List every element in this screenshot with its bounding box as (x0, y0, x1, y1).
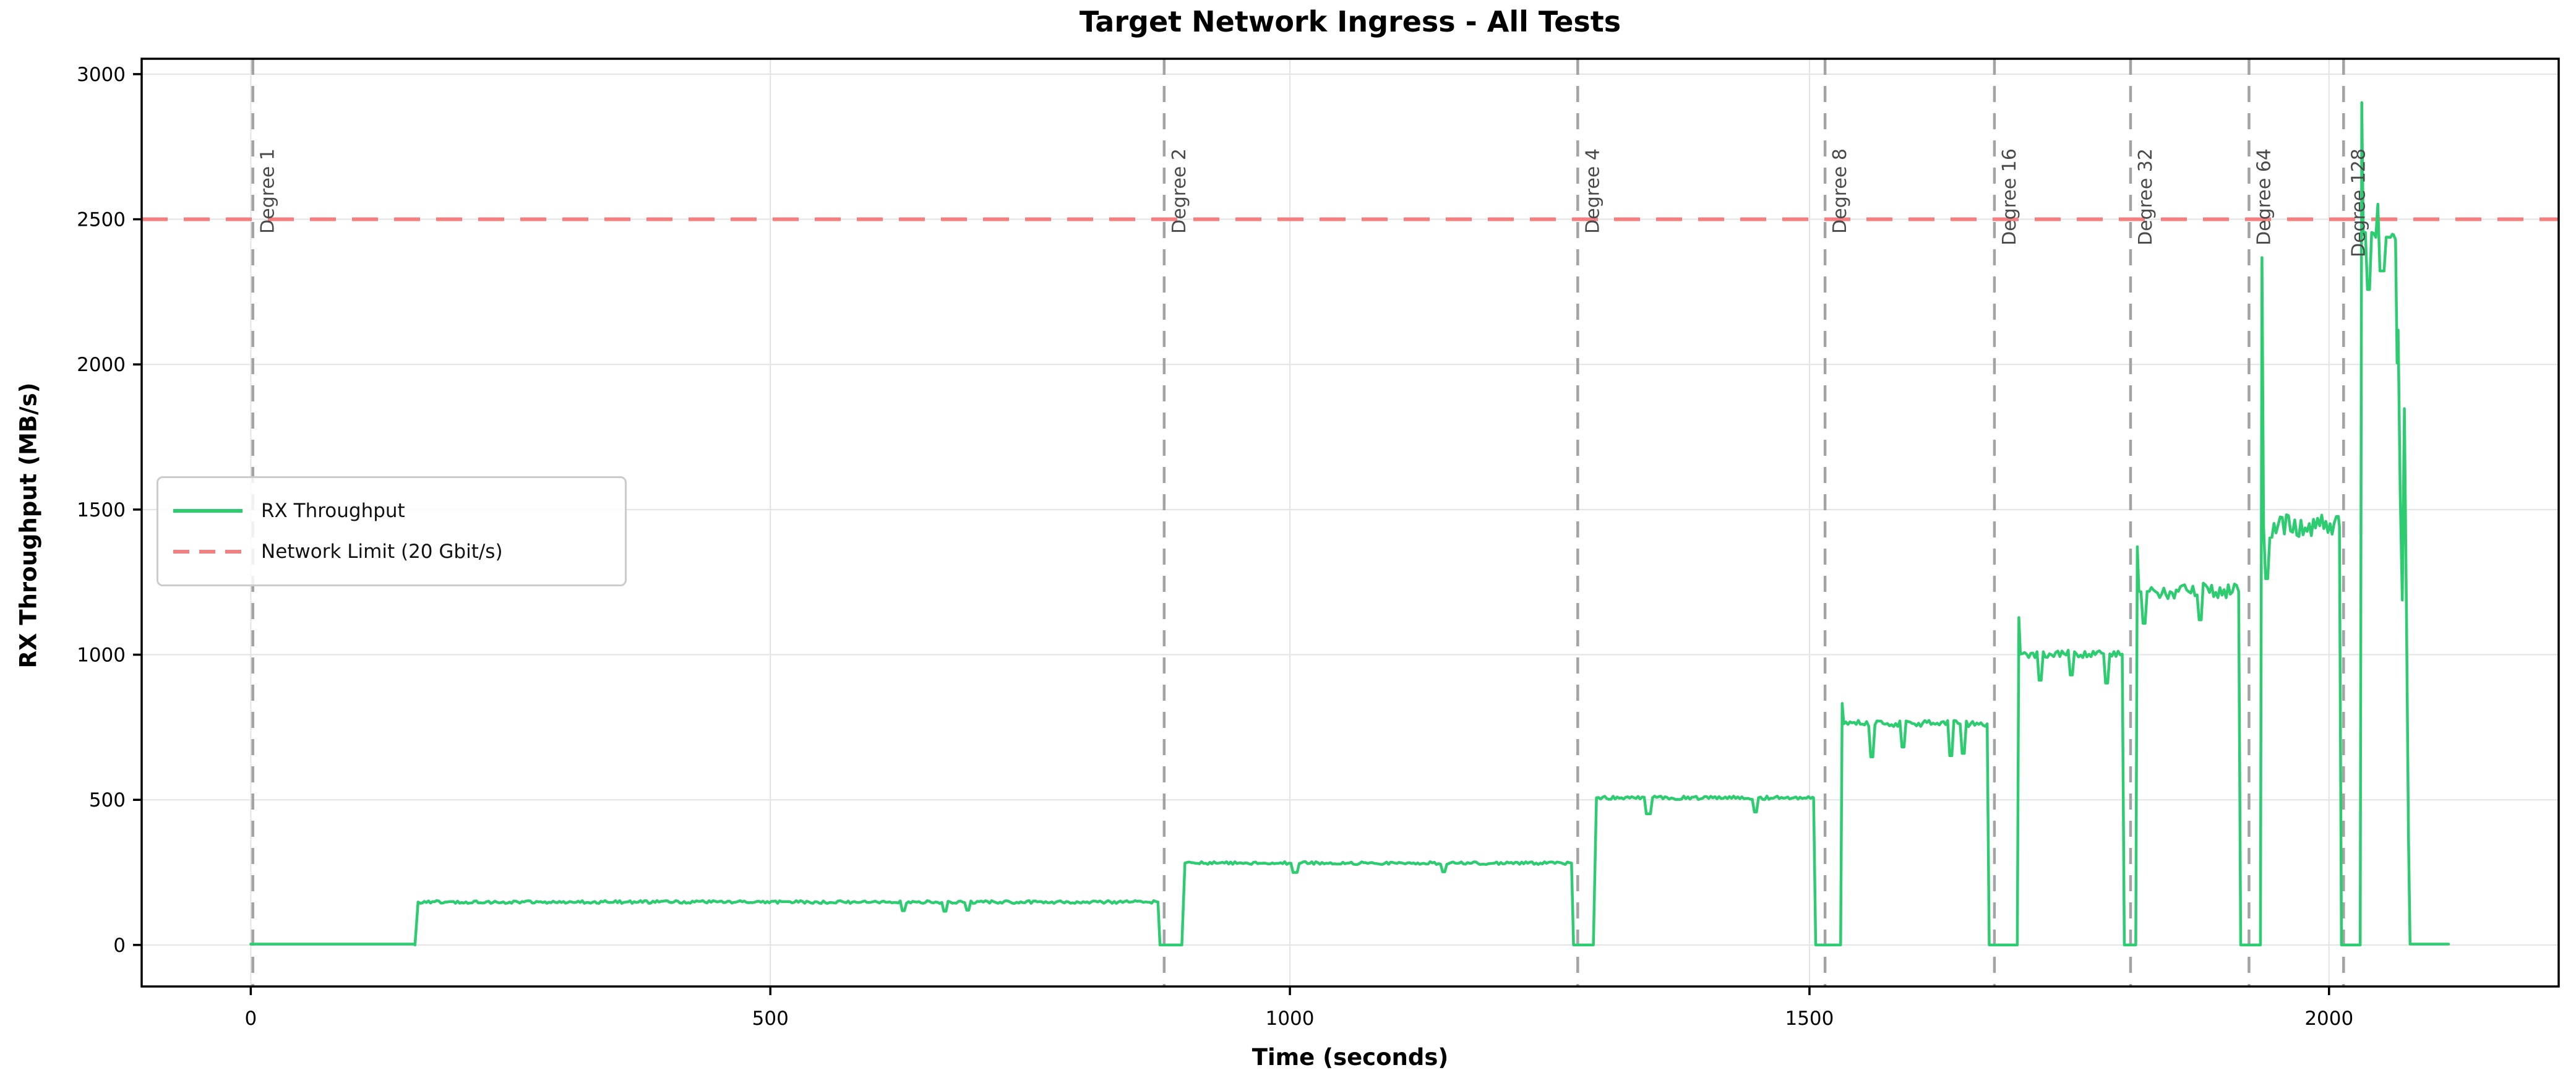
y-tick-label: 3000 (77, 64, 126, 86)
x-axis-label: Time (seconds) (1252, 1044, 1449, 1071)
degree-marker-label: Degree 1 (257, 148, 279, 234)
legend-label-rx-throughput: RX Throughput (261, 500, 405, 523)
degree-marker-label: Degree 64 (2253, 148, 2275, 246)
legend-entry-rx-throughput: RX Throughput (173, 500, 610, 522)
y-tick-label: 1000 (77, 644, 126, 667)
plot-border (140, 58, 2560, 988)
degree-marker-label: Degree 32 (2135, 148, 2157, 246)
y-tick-label: 2500 (77, 209, 126, 231)
degree-marker-label: Degree 16 (1999, 148, 2020, 246)
y-tick-label: 0 (113, 935, 126, 957)
degree-marker-label: Degree 8 (1829, 148, 1851, 234)
network-limit-line-sample (173, 549, 243, 554)
degree-marker-label: Degree 2 (1169, 148, 1190, 234)
y-tick-label: 1500 (77, 499, 126, 521)
legend-entry-network-limit: Network Limit (20 Gbit/s) (173, 541, 610, 563)
degree-marker-label: Degree 128 (2348, 148, 2369, 257)
legend: RX Throughput Network Limit (20 Gbit/s) (157, 476, 627, 586)
chart-title: Target Network Ingress - All Tests (1079, 5, 1621, 38)
x-tick-label: 1000 (1266, 1008, 1315, 1030)
y-tick-label: 500 (89, 789, 126, 811)
x-tick-label: 500 (752, 1008, 789, 1030)
x-tick-label: 1500 (1785, 1008, 1834, 1030)
degree-marker-label: Degree 4 (1582, 148, 1604, 234)
x-tick-label: 2000 (2304, 1008, 2353, 1030)
x-tick-label: 0 (245, 1008, 257, 1030)
y-axis-label: RX Throughput (MB/s) (15, 382, 42, 669)
rx-throughput-line-sample (173, 509, 243, 513)
y-tick-label: 2000 (77, 354, 126, 376)
legend-label-network-limit: Network Limit (20 Gbit/s) (261, 540, 503, 563)
rx-throughput-line (249, 101, 2450, 947)
